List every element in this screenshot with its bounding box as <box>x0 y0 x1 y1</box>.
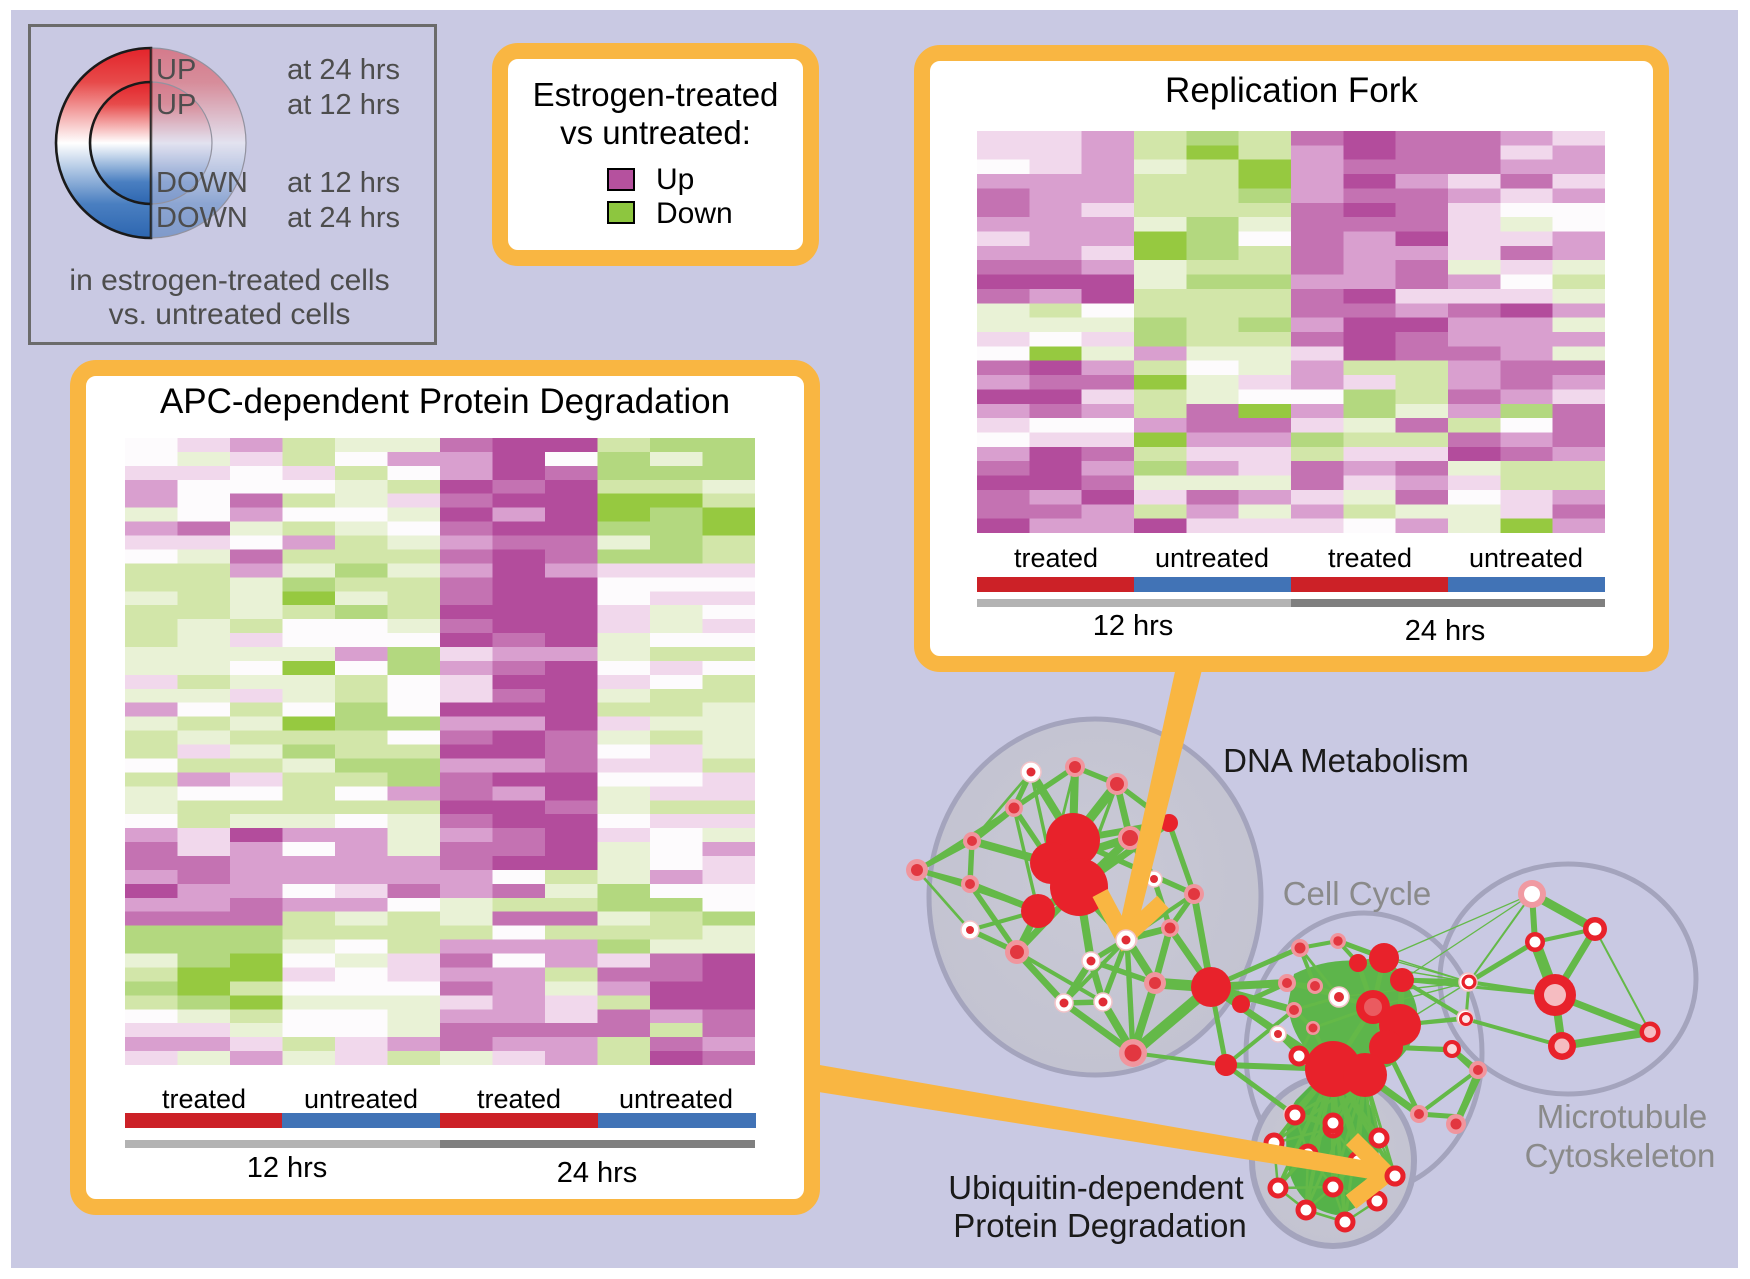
svg-text:Ubiquitin-dependent: Ubiquitin-dependent <box>948 1169 1243 1206</box>
svg-text:Cytoskeleton: Cytoskeleton <box>1525 1137 1716 1174</box>
svg-text:DNA Metabolism: DNA Metabolism <box>1223 742 1469 779</box>
svg-text:Cell Cycle: Cell Cycle <box>1283 875 1432 912</box>
svg-text:Protein Degradation: Protein Degradation <box>953 1207 1247 1244</box>
svg-text:Microtubule: Microtubule <box>1537 1098 1708 1135</box>
